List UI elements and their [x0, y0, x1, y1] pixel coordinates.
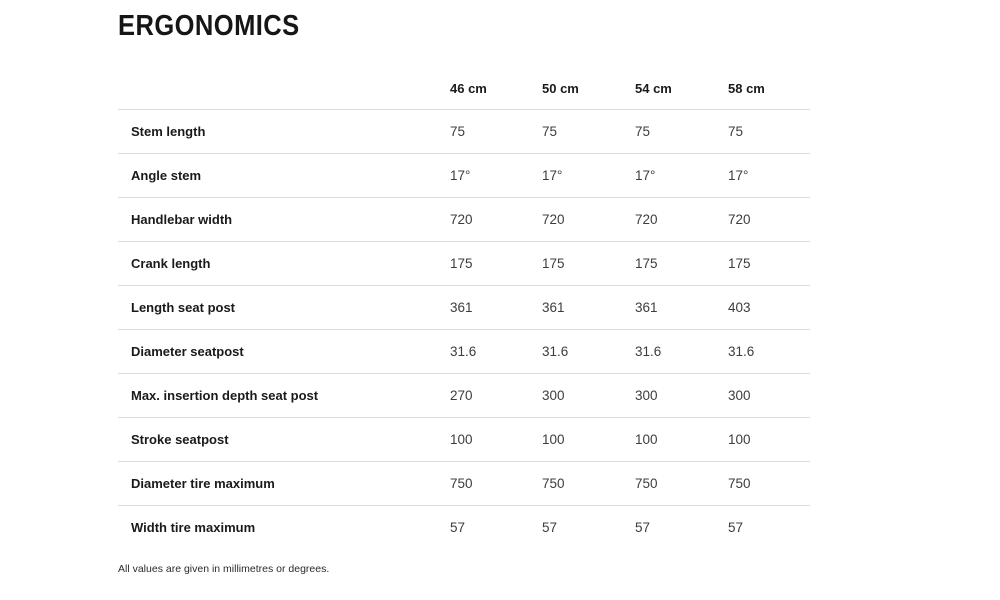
cell-value: 175 — [450, 256, 473, 271]
cell-value: 300 — [542, 388, 565, 403]
cell-value: 31.6 — [542, 344, 569, 359]
table-row-stem-length: Stem length 75 75 75 75 — [118, 109, 810, 153]
cell-value: 720 — [635, 212, 658, 227]
cell-value: 17° — [542, 168, 563, 183]
table-row-crank-length: Crank length 175 175 175 175 — [118, 241, 810, 285]
cell-value: 100 — [635, 432, 658, 447]
cell-value: 75 — [450, 124, 466, 139]
table-row-handlebar-width: Handlebar width 720 720 720 720 — [118, 197, 810, 241]
cell-value: 175 — [635, 256, 658, 271]
table-row-stroke-seatpost: Stroke seatpost 100 100 100 100 — [118, 417, 810, 461]
cell-value: 720 — [728, 212, 751, 227]
cell-value: 175 — [728, 256, 751, 271]
cell-value: 750 — [542, 476, 565, 491]
cell-value: 300 — [635, 388, 658, 403]
cell-value: 57 — [542, 520, 558, 535]
cell-value: 100 — [728, 432, 751, 447]
cell-value: 403 — [728, 300, 751, 315]
row-label: Stroke seatpost — [131, 432, 229, 447]
cell-value: 17° — [450, 168, 471, 183]
header-spacer-cell — [118, 96, 450, 109]
ergonomics-table: 46 cm 50 cm 54 cm 58 cm Stem length 75 7… — [118, 43, 810, 549]
cell-value: 361 — [635, 300, 658, 315]
cell-value: 31.6 — [728, 344, 755, 359]
cell-value: 75 — [542, 124, 558, 139]
column-header-50cm: 50 cm — [542, 81, 579, 96]
row-label: Diameter tire maximum — [131, 476, 275, 491]
cell-value: 361 — [542, 300, 565, 315]
cell-value: 100 — [450, 432, 473, 447]
cell-value: 720 — [450, 212, 473, 227]
table-row-length-seat-post: Length seat post 361 361 361 403 — [118, 285, 810, 329]
row-label: Width tire maximum — [131, 520, 256, 535]
cell-value: 750 — [728, 476, 751, 491]
cell-value: 175 — [542, 256, 565, 271]
row-label: Diameter seatpost — [131, 344, 244, 359]
cell-value: 31.6 — [450, 344, 477, 359]
cell-value: 720 — [542, 212, 565, 227]
table-row-angle-stem: Angle stem 17° 17° 17° 17° — [118, 153, 810, 197]
cell-value: 361 — [450, 300, 473, 315]
row-label: Angle stem — [131, 168, 202, 183]
row-label: Handlebar width — [131, 212, 233, 227]
cell-value: 31.6 — [635, 344, 662, 359]
page-title: ERGONOMICS — [118, 10, 300, 42]
row-label: Max. insertion depth seat post — [131, 388, 319, 403]
column-header-46cm: 46 cm — [450, 81, 487, 96]
cell-value: 75 — [728, 124, 744, 139]
cell-value: 300 — [728, 388, 751, 403]
cell-value: 750 — [450, 476, 473, 491]
cell-value: 270 — [450, 388, 473, 403]
table-footnote: All values are given in millimetres or d… — [118, 563, 330, 575]
cell-value: 100 — [542, 432, 565, 447]
column-header-58cm: 58 cm — [728, 81, 765, 96]
cell-value: 750 — [635, 476, 658, 491]
cell-value: 57 — [635, 520, 651, 535]
cell-value: 57 — [450, 520, 466, 535]
cell-value: 17° — [728, 168, 749, 183]
row-label: Crank length — [131, 256, 211, 271]
table-row-diameter-tire-maximum: Diameter tire maximum 750 750 750 750 — [118, 461, 810, 505]
row-label: Stem length — [131, 124, 206, 139]
table-row-diameter-seatpost: Diameter seatpost 31.6 31.6 31.6 31.6 — [118, 329, 810, 373]
ergonomics-section: ERGONOMICS 46 cm 50 cm 54 cm 58 cm Stem … — [118, 10, 810, 575]
cell-value: 57 — [728, 520, 744, 535]
row-label: Length seat post — [131, 300, 236, 315]
table-row-max-insertion-depth: Max. insertion depth seat post 270 300 3… — [118, 373, 810, 417]
column-header-54cm: 54 cm — [635, 81, 672, 96]
table-row-width-tire-maximum: Width tire maximum 57 57 57 57 — [118, 505, 810, 549]
table-header-row: 46 cm 50 cm 54 cm 58 cm — [118, 43, 810, 109]
cell-value: 75 — [635, 124, 651, 139]
cell-value: 17° — [635, 168, 656, 183]
